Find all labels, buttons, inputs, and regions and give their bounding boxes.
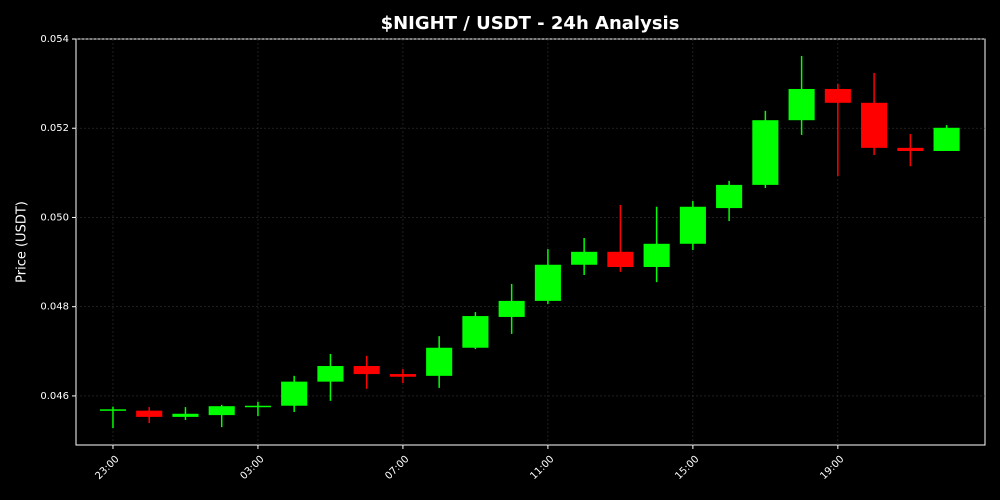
candle-body [281, 381, 308, 406]
candle-body [897, 147, 924, 151]
x-tick-label: 11:00 [528, 454, 556, 482]
candle-body [861, 102, 888, 148]
x-tick-label: 19:00 [818, 454, 846, 482]
x-tick-label: 23:00 [93, 454, 121, 482]
candle-body [643, 243, 670, 267]
candle-body [933, 127, 960, 151]
y-tick-label: 0.052 [40, 123, 69, 134]
candle-body [426, 347, 453, 376]
x-tick-label: 15:00 [673, 454, 701, 482]
candle-body [534, 264, 561, 301]
y-tick-label: 0.054 [40, 34, 69, 45]
candle-body [389, 374, 416, 377]
y-tick-label: 0.048 [40, 302, 69, 313]
candle-body [679, 206, 706, 244]
x-tick-label: 03:00 [238, 454, 266, 482]
candle-body [353, 366, 380, 375]
y-tick-label: 0.046 [40, 391, 69, 402]
candle-body [244, 405, 271, 408]
candle-body [462, 316, 489, 348]
candle-body [788, 88, 815, 121]
chart-title: $NIGHT / USDT - 24h Analysis [381, 13, 680, 34]
candle-body [607, 251, 634, 267]
candle-body [208, 406, 235, 416]
candle-body [172, 413, 199, 417]
candle-body [498, 300, 525, 317]
candle-body [571, 251, 598, 265]
candle-body [317, 366, 344, 382]
y-tick-label: 0.050 [40, 212, 69, 223]
candle-body [716, 184, 743, 209]
x-tick-label: 07:00 [383, 454, 411, 482]
plot-frame [75, 38, 986, 446]
y-axis-label: Price (USDT) [15, 201, 30, 283]
candle-body [99, 409, 127, 411]
candle-body [136, 410, 163, 417]
candle-body [824, 88, 851, 103]
candle-body [752, 120, 779, 185]
